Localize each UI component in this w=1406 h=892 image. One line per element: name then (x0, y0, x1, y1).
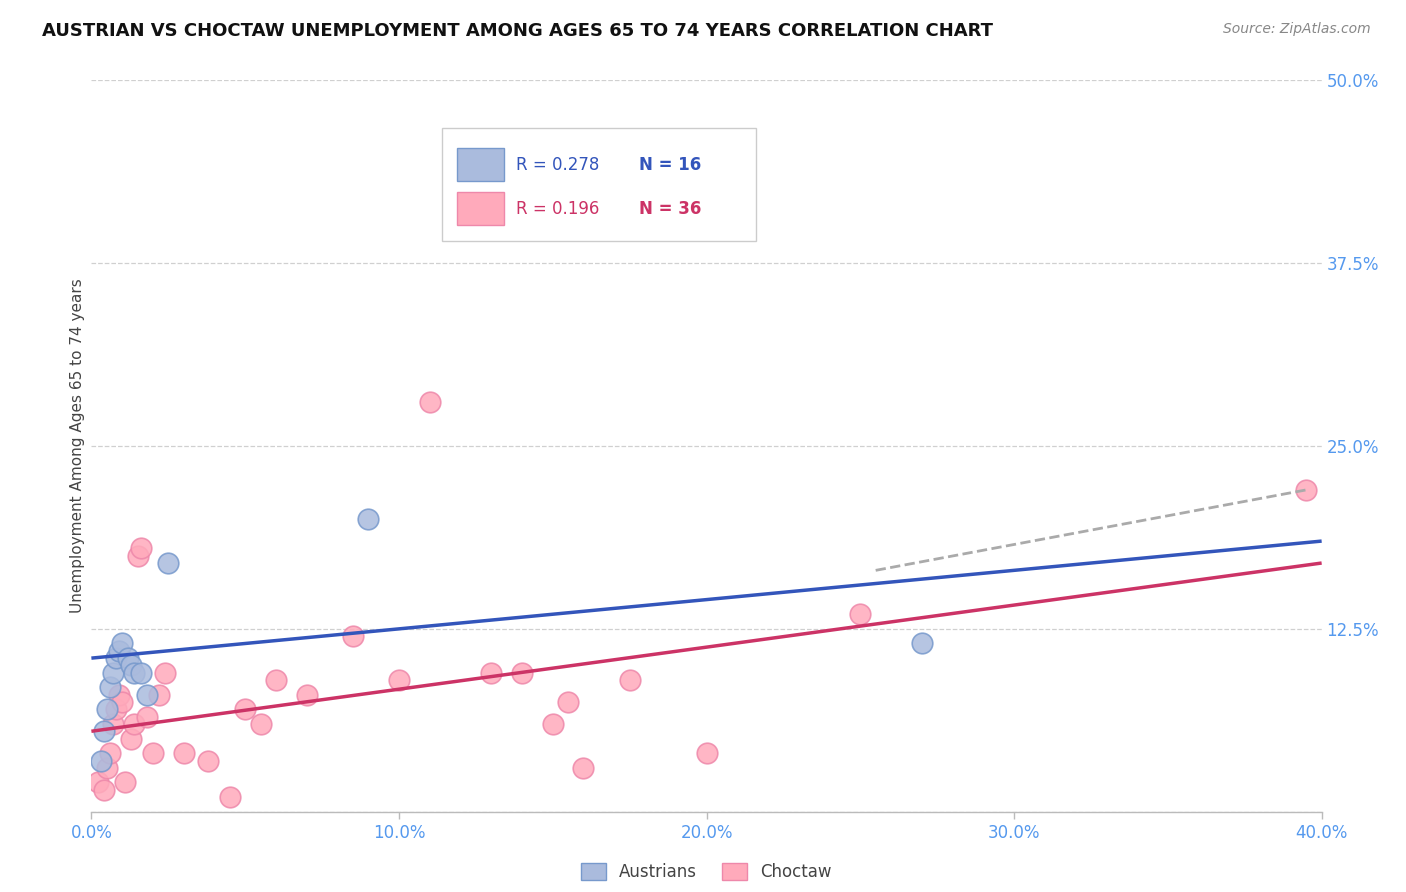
Point (124, 717, 146, 731)
Point (419, 395, 441, 409)
Point (142, 746, 165, 760)
Point (111, 636, 134, 650)
Point (148, 688, 170, 702)
Text: AUSTRIAN VS CHOCTAW UNEMPLOYMENT AMONG AGES 65 TO 74 YEARS CORRELATION CHART: AUSTRIAN VS CHOCTAW UNEMPLOYMENT AMONG A… (42, 22, 993, 40)
Point (127, 549, 149, 563)
Point (93, 724, 115, 739)
Point (572, 761, 595, 775)
Point (541, 717, 564, 731)
Text: R = 0.196: R = 0.196 (516, 200, 599, 218)
Point (295, 688, 318, 702)
Point (129, 541, 152, 556)
Text: Source: ZipAtlas.com: Source: ZipAtlas.com (1223, 22, 1371, 37)
Point (108, 688, 131, 702)
Point (510, 665, 533, 680)
Point (849, 607, 872, 622)
Point (105, 702, 127, 716)
Point (90, 754, 112, 768)
Point (557, 695, 579, 709)
Point (388, 673, 411, 687)
Point (157, 556, 180, 570)
Point (911, 636, 934, 650)
Point (96, 702, 118, 716)
Point (105, 651, 127, 665)
Point (129, 665, 152, 680)
Legend: Austrians, Choctaw: Austrians, Choctaw (574, 856, 839, 888)
Y-axis label: Unemployment Among Ages 65 to 74 years: Unemployment Among Ages 65 to 74 years (70, 278, 84, 614)
Point (96, 761, 118, 775)
Point (120, 731, 142, 746)
Text: R = 0.278: R = 0.278 (516, 156, 599, 174)
Point (619, 673, 641, 687)
Point (124, 665, 146, 680)
Point (197, 754, 219, 768)
Point (135, 709, 157, 723)
Point (696, 746, 718, 760)
Point (249, 717, 271, 731)
Point (357, 512, 380, 526)
Point (86, 775, 108, 789)
Point (101, 717, 124, 731)
Point (98, 746, 121, 760)
Text: N = 16: N = 16 (638, 156, 702, 174)
Bar (457, 192, 503, 225)
Point (135, 688, 157, 702)
Point (101, 665, 124, 680)
Point (233, 702, 256, 716)
Point (117, 651, 139, 665)
Point (264, 673, 287, 687)
Point (120, 658, 142, 673)
Point (98, 681, 121, 695)
Bar (457, 148, 503, 181)
FancyBboxPatch shape (441, 128, 756, 241)
Point (111, 695, 134, 709)
Point (1295, 483, 1317, 497)
Point (108, 644, 131, 658)
Point (218, 790, 240, 805)
Point (342, 629, 364, 643)
Text: N = 36: N = 36 (638, 200, 702, 218)
Point (114, 775, 136, 789)
Point (479, 665, 502, 680)
Point (153, 665, 177, 680)
Point (173, 746, 195, 760)
Point (93, 782, 115, 797)
